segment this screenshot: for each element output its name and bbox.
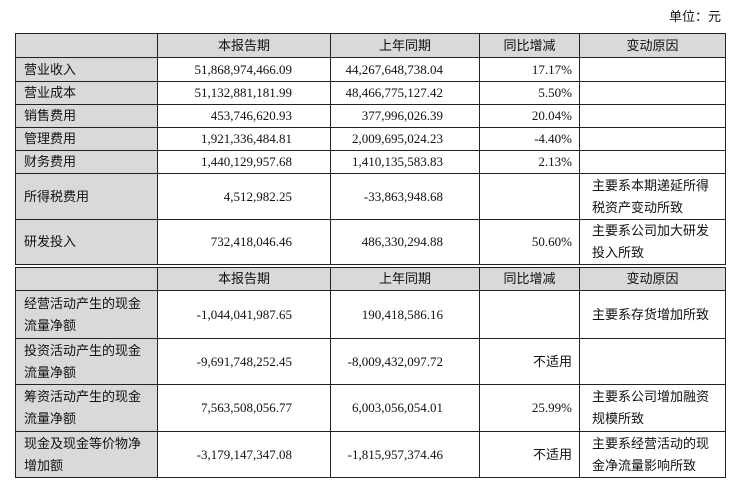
header-row: 本报告期 上年同期 同比增减 变动原因: [15, 33, 726, 58]
previous-cell: 44,267,648,738.04: [330, 57, 480, 82]
previous-cell: 190,418,586.16: [330, 290, 480, 339]
header-cell: 变动原因: [579, 264, 726, 291]
header-cell: 上年同期: [330, 33, 480, 58]
item-cell: 筹资活动产生的现金流量净额: [15, 384, 158, 432]
change-cell: -4.40%: [479, 127, 580, 151]
header-cell: 本报告期: [157, 33, 331, 58]
previous-cell: -1,815,957,374.46: [330, 431, 480, 478]
reason-cell: [579, 338, 726, 385]
item-cell: 管理费用: [15, 127, 158, 151]
reason-cell: [579, 81, 726, 105]
current-cell: 4,512,982.25: [157, 173, 331, 220]
table-row: 所得税费用 4,512,982.25 -33,863,948.68 主要系本期递延所得…: [15, 173, 726, 220]
reason-cell: [579, 104, 726, 128]
header-cell: 同比增减: [479, 264, 580, 291]
current-cell: 51,132,881,181.99: [157, 81, 331, 105]
reason-cell: 主要系经营活动的现金净流量影响所致: [579, 431, 726, 478]
table-row: 投资活动产生的现金流量净额 -9,691,748,252.45 -8,009,432…: [15, 338, 726, 385]
header-cell: 本报告期: [157, 264, 331, 291]
previous-cell: 48,466,775,127.42: [330, 81, 480, 105]
current-cell: 7,563,508,056.77: [157, 384, 331, 432]
header-cell: 同比增减: [479, 33, 580, 58]
reason-cell: 主要系本期递延所得税资产变动所致: [579, 173, 726, 220]
change-cell: [479, 173, 580, 220]
current-cell: 51,868,974,466.09: [157, 57, 331, 82]
change-cell: [479, 290, 580, 339]
previous-cell: -8,009,432,097.72: [330, 338, 480, 385]
header-cell: 上年同期: [330, 264, 480, 291]
change-cell: 17.17%: [479, 57, 580, 82]
table-row: 现金及现金等价物净增加额 -3,179,147,347.08 -1,815,957,…: [15, 431, 726, 478]
reason-cell: 主要系存货增加所致: [579, 290, 726, 339]
reason-cell: 主要系公司增加融资规模所致: [579, 384, 726, 432]
current-cell: -1,044,041,987.65: [157, 290, 331, 339]
table-row: 营业成本 51,132,881,181.99 48,466,775,127.42 5.…: [15, 81, 726, 105]
header-cell: 变动原因: [579, 33, 726, 58]
change-cell: 50.60%: [479, 219, 580, 267]
current-cell: 453,746,620.93: [157, 104, 331, 128]
table-row: 经营活动产生的现金流量净额 -1,044,041,987.65 190,418,58…: [15, 290, 726, 339]
item-cell: 营业收入: [15, 57, 158, 82]
change-cell: 20.04%: [479, 104, 580, 128]
current-cell: 732,418,046.46: [157, 219, 331, 267]
previous-cell: 2,009,695,024.23: [330, 127, 480, 151]
header-row: 本报告期 上年同期 同比增减 变动原因: [15, 264, 726, 291]
table-row: 筹资活动产生的现金流量净额 7,563,508,056.77 6,003,056,0…: [15, 384, 726, 432]
current-cell: -3,179,147,347.08: [157, 431, 331, 478]
reason-cell: 主要系公司加大研发投入所致: [579, 219, 726, 267]
item-cell: 现金及现金等价物净增加额: [15, 431, 158, 478]
item-cell: 营业成本: [15, 81, 158, 105]
previous-cell: 6,003,056,054.01: [330, 384, 480, 432]
previous-cell: 486,330,294.88: [330, 219, 480, 267]
reason-cell: [579, 150, 726, 174]
change-cell: 不适用: [479, 338, 580, 385]
current-cell: -9,691,748,252.45: [157, 338, 331, 385]
current-cell: 1,921,336,484.81: [157, 127, 331, 151]
item-cell: 投资活动产生的现金流量净额: [15, 338, 158, 385]
item-cell: 财务费用: [15, 150, 158, 174]
item-cell: 研发投入: [15, 219, 158, 267]
table-row: 财务费用 1,440,129,957.68 1,410,135,583.83 2.13…: [15, 150, 726, 174]
item-cell: 所得税费用: [15, 173, 158, 220]
change-cell: 5.50%: [479, 81, 580, 105]
previous-cell: -33,863,948.68: [330, 173, 480, 220]
header-cell: [15, 264, 158, 291]
item-cell: 经营活动产生的现金流量净额: [15, 290, 158, 339]
table-row: 销售费用 453,746,620.93 377,996,026.39 20.04%: [15, 104, 726, 128]
previous-cell: 1,410,135,583.83: [330, 150, 480, 174]
change-cell: 不适用: [479, 431, 580, 478]
header-cell: [15, 33, 158, 58]
change-cell: 25.99%: [479, 384, 580, 432]
reason-cell: [579, 127, 726, 151]
item-cell: 销售费用: [15, 104, 158, 128]
table-row: 研发投入 732,418,046.46 486,330,294.88 50.60% 主要…: [15, 219, 726, 267]
financial-table: 本报告期 上年同期 同比增减 变动原因 营业收入 51,868,974,466.09 44,…: [15, 33, 726, 478]
change-cell: 2.13%: [479, 150, 580, 174]
unit-label: 单位：元: [668, 9, 721, 24]
previous-cell: 377,996,026.39: [330, 104, 480, 128]
table-row: 管理费用 1,921,336,484.81 2,009,695,024.23 -4.4…: [15, 127, 726, 151]
reason-cell: [579, 57, 726, 82]
table-row: 营业收入 51,868,974,466.09 44,267,648,738.04 17…: [15, 57, 726, 82]
current-cell: 1,440,129,957.68: [157, 150, 331, 174]
